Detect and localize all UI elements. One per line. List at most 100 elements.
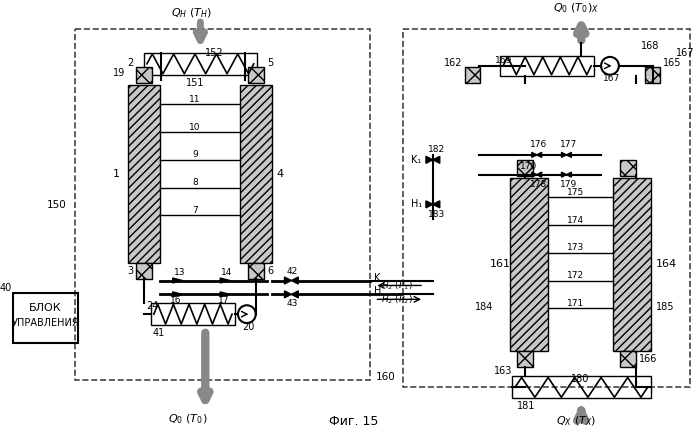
Text: 43: 43 xyxy=(286,299,297,308)
Bar xyxy=(403,29,690,387)
Polygon shape xyxy=(284,291,291,298)
Bar xyxy=(75,29,370,381)
Text: 10: 10 xyxy=(189,123,201,132)
Bar xyxy=(13,293,78,343)
Bar xyxy=(517,351,533,367)
Bar xyxy=(620,160,636,175)
Bar xyxy=(248,67,264,83)
Text: БЛОК: БЛОК xyxy=(29,303,62,313)
Text: 5: 5 xyxy=(267,58,274,68)
Bar xyxy=(500,56,594,76)
Text: 178: 178 xyxy=(530,180,547,189)
Text: 161: 161 xyxy=(490,259,511,269)
Text: $Q_0\ (T_0)$: $Q_0\ (T_0)$ xyxy=(168,412,207,426)
Polygon shape xyxy=(537,172,542,177)
Text: 174: 174 xyxy=(567,216,584,225)
Polygon shape xyxy=(561,152,566,157)
Text: 152: 152 xyxy=(205,48,224,58)
Text: 13: 13 xyxy=(174,268,185,277)
Text: 14: 14 xyxy=(221,268,232,277)
Text: 165: 165 xyxy=(664,58,682,68)
Text: УПРАВЛЕНИЯ: УПРАВЛЕНИЯ xyxy=(12,318,79,328)
Text: 16: 16 xyxy=(169,296,181,305)
Text: 185: 185 xyxy=(655,302,674,312)
Text: 17: 17 xyxy=(218,296,230,305)
Text: 162: 162 xyxy=(444,58,463,68)
Polygon shape xyxy=(291,291,298,298)
Text: 172: 172 xyxy=(567,271,584,280)
Text: $Q_X\ (T_X)$: $Q_X\ (T_X)$ xyxy=(556,414,596,428)
Text: 8: 8 xyxy=(192,178,198,187)
Text: 181: 181 xyxy=(517,401,536,411)
Bar xyxy=(620,351,636,367)
Text: 19: 19 xyxy=(113,68,125,78)
Bar xyxy=(465,67,480,83)
Text: 173: 173 xyxy=(567,243,584,252)
Polygon shape xyxy=(566,152,571,157)
Text: H: H xyxy=(374,287,382,296)
Text: K: K xyxy=(374,272,381,283)
Text: 42: 42 xyxy=(286,267,297,276)
Text: 20: 20 xyxy=(243,322,255,332)
Text: 6: 6 xyxy=(267,266,274,275)
Bar xyxy=(151,303,235,325)
Bar xyxy=(128,85,160,263)
Bar xyxy=(510,178,547,351)
Polygon shape xyxy=(220,292,230,297)
Text: 151: 151 xyxy=(186,78,204,88)
Text: 9: 9 xyxy=(192,150,198,159)
Text: 176: 176 xyxy=(530,140,547,149)
Polygon shape xyxy=(561,172,566,177)
Text: 163: 163 xyxy=(494,366,512,375)
Text: 184: 184 xyxy=(475,302,493,312)
Text: 24: 24 xyxy=(146,301,158,311)
Text: 169: 169 xyxy=(495,56,512,65)
Polygon shape xyxy=(532,172,537,177)
Text: H₁: H₁ xyxy=(411,199,422,209)
Bar xyxy=(645,67,660,83)
Text: 170: 170 xyxy=(520,162,537,171)
Text: $Q_0\ (T_0)_X$: $Q_0\ (T_0)_X$ xyxy=(554,2,599,15)
Bar xyxy=(240,85,272,263)
Polygon shape xyxy=(537,152,542,157)
Polygon shape xyxy=(426,201,433,208)
Text: 40: 40 xyxy=(0,284,11,293)
Text: 41: 41 xyxy=(153,328,165,338)
Text: 150: 150 xyxy=(47,200,66,210)
Text: 3: 3 xyxy=(127,266,133,275)
Text: 167: 167 xyxy=(676,48,694,58)
Polygon shape xyxy=(426,156,433,163)
Polygon shape xyxy=(173,278,183,283)
Polygon shape xyxy=(220,278,230,283)
Bar xyxy=(517,160,533,175)
Bar xyxy=(144,53,257,75)
Text: $H_2\ (P_1)$: $H_2\ (P_1)$ xyxy=(382,279,413,292)
Text: Фиг. 15: Фиг. 15 xyxy=(329,414,379,428)
Text: $H_2\ (P_2)$: $H_2\ (P_2)$ xyxy=(382,293,413,305)
Bar xyxy=(136,67,152,83)
Bar xyxy=(136,263,152,278)
Text: 168: 168 xyxy=(640,41,659,51)
Text: 180: 180 xyxy=(571,375,590,384)
Text: 166: 166 xyxy=(638,353,657,364)
Text: 171: 171 xyxy=(567,299,584,308)
Polygon shape xyxy=(433,156,440,163)
Polygon shape xyxy=(173,292,183,297)
Text: 164: 164 xyxy=(655,259,677,269)
Text: 175: 175 xyxy=(567,188,584,197)
Text: 160: 160 xyxy=(375,372,396,383)
Text: $Q_H\ (T_H)$: $Q_H\ (T_H)$ xyxy=(171,6,212,20)
Text: 1: 1 xyxy=(113,169,120,178)
Text: 4: 4 xyxy=(276,169,284,178)
Polygon shape xyxy=(291,277,298,284)
Text: 11: 11 xyxy=(189,95,201,104)
Bar xyxy=(613,178,650,351)
Text: 7: 7 xyxy=(192,206,198,215)
Text: 183: 183 xyxy=(428,210,445,219)
Text: 167: 167 xyxy=(603,74,621,83)
Polygon shape xyxy=(532,152,537,157)
Bar xyxy=(512,377,650,398)
Text: 179: 179 xyxy=(559,180,577,189)
Bar xyxy=(248,263,264,278)
Text: 2: 2 xyxy=(127,58,133,68)
